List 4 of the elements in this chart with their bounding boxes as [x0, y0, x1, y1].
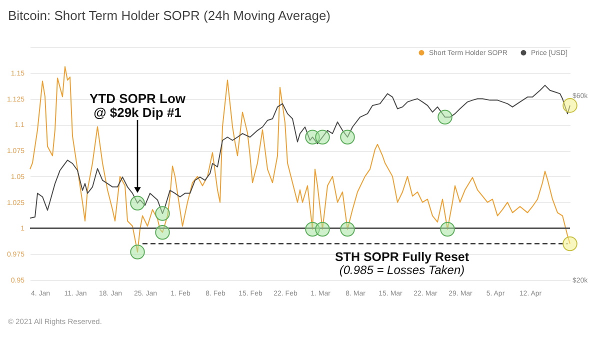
chart-title: Bitcoin: Short Term Holder SOPR (24h Moving Average) — [8, 8, 330, 23]
annotation: STH SOPR Fully Reset — [334, 250, 470, 264]
annotation: YTD SOPR Low @ $29k Dip #1 — [89, 91, 186, 120]
annotation: (0.985 = Losses Taken) — [339, 263, 465, 277]
